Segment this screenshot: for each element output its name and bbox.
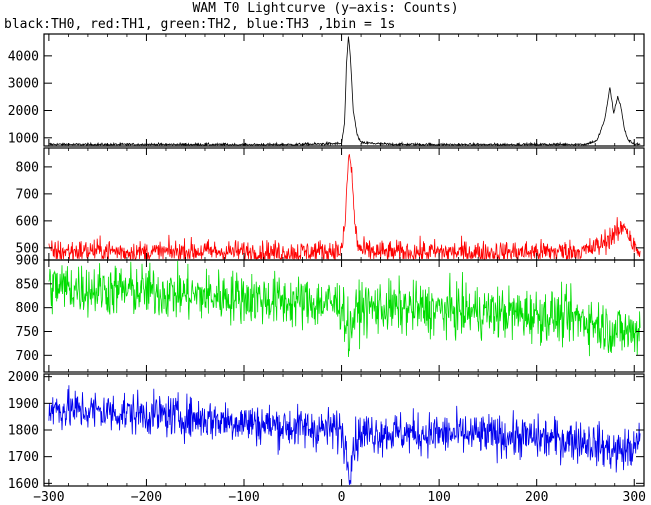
panel-th3: 1600 1700 1800 1900 2000 −300 −200 −100 0 100 200 3… xyxy=(8,370,646,505)
series-th1-line xyxy=(48,154,641,261)
x-tick-label: −100 xyxy=(228,490,259,505)
y-tick-label: 4000 xyxy=(8,49,39,64)
panel-th2: 700 750 800 850 900 xyxy=(16,254,645,373)
panel-frame xyxy=(43,33,645,147)
y-tick-label: 1000 xyxy=(8,131,39,146)
panel-th1: 500 600 700 800 xyxy=(16,147,645,261)
x-tick-label: −300 xyxy=(33,490,64,505)
x-tick-label: 200 xyxy=(525,490,548,505)
y-tick-label: 3000 xyxy=(8,77,39,92)
chart-title: WAM T0 Lightcurve (y−axis: Counts) xyxy=(192,1,459,16)
panel-th0: 1000 2000 3000 4000 xyxy=(8,33,645,147)
y-tick-label: 700 xyxy=(16,187,39,202)
panel-frame xyxy=(43,259,645,373)
y-tick-label: 800 xyxy=(16,301,39,316)
y-tick-label: 2000 xyxy=(8,104,39,119)
panel-frame xyxy=(43,147,645,261)
x-tick-label: 300 xyxy=(623,490,646,505)
y-tick-label: 500 xyxy=(16,241,39,256)
x-tick-label: 100 xyxy=(427,490,450,505)
y-tick-label: 2000 xyxy=(8,370,39,385)
x-tick-label: −200 xyxy=(131,490,162,505)
y-tick-label: 1600 xyxy=(8,477,39,492)
series-th0-line xyxy=(48,36,641,147)
y-tick-label: 1900 xyxy=(8,397,39,412)
y-tick-label: 750 xyxy=(16,325,39,340)
y-tick-label: 800 xyxy=(16,160,39,175)
y-tick-label: 900 xyxy=(16,254,39,269)
x-tick-label: 0 xyxy=(338,490,346,505)
series-th3-line xyxy=(48,385,641,486)
chart-subtitle: black:TH0, red:TH1, green:TH2, blue:TH3 … xyxy=(4,17,396,32)
y-tick-label: 600 xyxy=(16,214,39,229)
y-tick-label: 1800 xyxy=(8,424,39,439)
y-tick-label: 1700 xyxy=(8,450,39,465)
y-tick-label: 700 xyxy=(16,349,39,364)
y-tick-label: 850 xyxy=(16,277,39,292)
series-th2-line xyxy=(48,260,641,358)
